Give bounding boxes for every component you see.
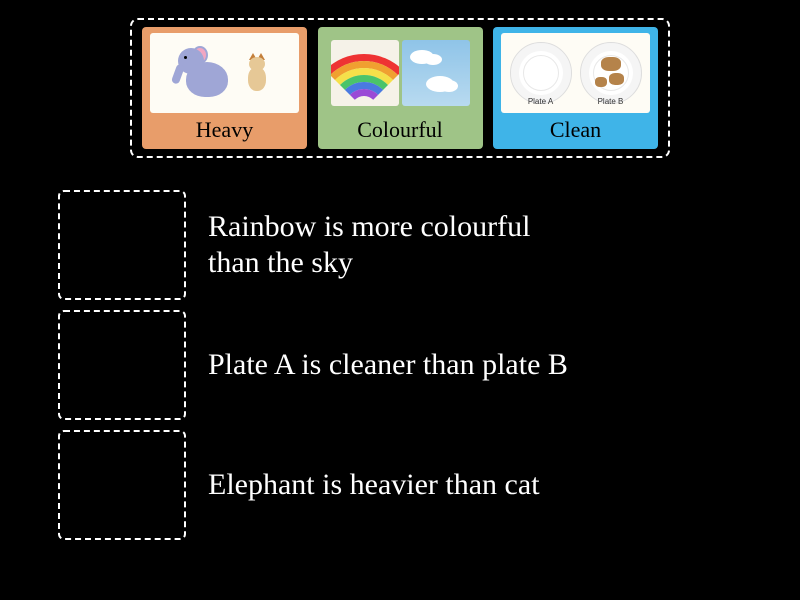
rainbow-icon <box>331 40 399 106</box>
slot-row-2: Plate A is cleaner than plate B <box>58 310 568 420</box>
drop-slot-2[interactable] <box>58 310 186 420</box>
slot-row-3: Elephant is heavier than cat <box>58 430 568 540</box>
sky-icon <box>402 40 470 106</box>
slot-text-3: Elephant is heavier than cat <box>208 467 540 503</box>
drop-slot-3[interactable] <box>58 430 186 540</box>
plate-a-icon: Plate A <box>510 42 572 104</box>
cat-icon <box>242 53 272 93</box>
card-colourful-label: Colourful <box>357 117 443 149</box>
drop-slots: Rainbow is more colourful than the sky P… <box>58 190 568 550</box>
card-clean-image: Plate A Plate B <box>501 33 650 113</box>
drop-slot-1[interactable] <box>58 190 186 300</box>
card-colourful-image <box>326 33 475 113</box>
card-heavy-image <box>150 33 299 113</box>
card-clean[interactable]: Plate A Plate B Clean <box>493 27 658 149</box>
card-heavy-label: Heavy <box>196 117 253 149</box>
slot-row-1: Rainbow is more colourful than the sky <box>58 190 568 300</box>
card-colourful[interactable]: Colourful <box>318 27 483 149</box>
plate-a-label: Plate A <box>510 97 572 106</box>
card-heavy[interactable]: Heavy <box>142 27 307 149</box>
card-clean-label: Clean <box>550 117 601 149</box>
card-tray: Heavy Colourful Plate A <box>130 18 670 158</box>
elephant-icon <box>178 46 238 101</box>
slot-text-2: Plate A is cleaner than plate B <box>208 347 568 383</box>
slot-text-1: Rainbow is more colourful than the sky <box>208 209 568 281</box>
plate-b-label: Plate B <box>580 97 642 106</box>
plate-b-icon: Plate B <box>580 42 642 104</box>
